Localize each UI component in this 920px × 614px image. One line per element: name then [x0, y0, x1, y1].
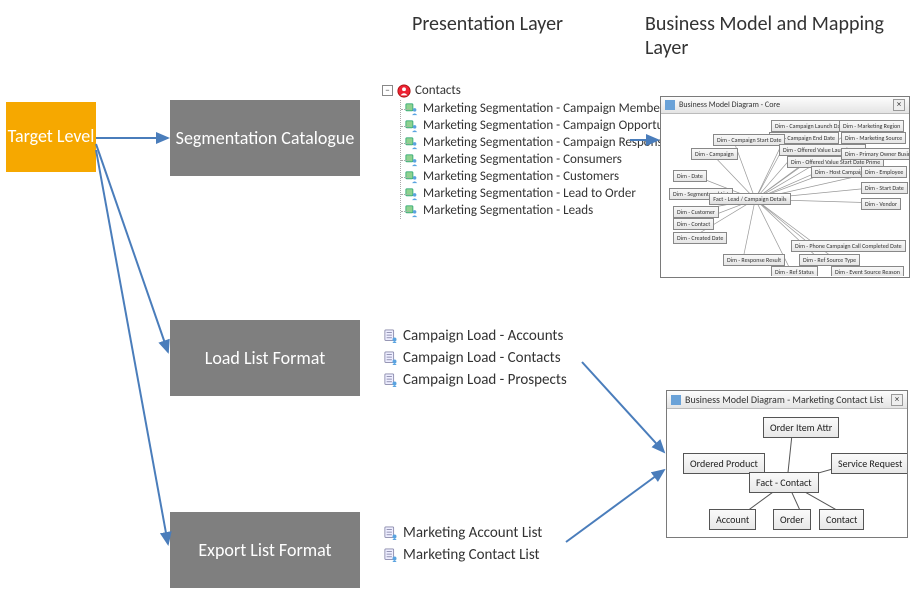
- load-list-items: Campaign Load - Accounts Campaign Load - …: [384, 325, 567, 391]
- presentation-layer-header: Presentation Layer: [412, 12, 563, 36]
- subject-area-icon: [405, 204, 419, 218]
- diagram-core-titlebar: Business Model Diagram - Core ×: [661, 97, 909, 114]
- list-item[interactable]: Marketing Account List: [384, 522, 542, 544]
- tree-item[interactable]: Marketing Segmentation - Lead to Order: [405, 185, 683, 202]
- diagram-contact-title: Business Model Diagram - Marketing Conta…: [685, 393, 891, 406]
- tree-root[interactable]: − Contacts: [382, 83, 683, 98]
- target-level-label: Target Level: [8, 126, 95, 148]
- list-item[interactable]: Marketing Contact List: [384, 544, 542, 566]
- diagram-node: Order Item Attr: [763, 417, 839, 438]
- diagram-node: Dim - Primary Owner Business Org: [841, 148, 909, 160]
- diagram-center-node: Fact - Lead / Campaign Details: [709, 193, 790, 205]
- export-list-format-label: Export List Format: [198, 539, 331, 562]
- tree-item[interactable]: Marketing Segmentation - Campaign Opport…: [405, 117, 683, 134]
- list-item-label: Campaign Load - Prospects: [403, 371, 567, 389]
- diagram-node: Order: [773, 509, 811, 530]
- diagram-contact-window: Business Model Diagram - Marketing Conta…: [666, 390, 908, 538]
- tree-item[interactable]: Marketing Segmentation - Leads: [405, 202, 683, 219]
- export-list-items: Marketing Account List Marketing Contact …: [384, 522, 542, 566]
- diagram-node: Dim - Start Date: [861, 182, 908, 194]
- segmentation-catalogue-label: Segmentation Catalogue: [176, 127, 355, 150]
- list-item[interactable]: Campaign Load - Accounts: [384, 325, 567, 347]
- diagram-node: Dim - Ref Status: [771, 266, 818, 276]
- subject-area-icon: [405, 136, 419, 150]
- target-level-box: Target Level: [6, 102, 96, 172]
- contacts-icon: [397, 84, 411, 98]
- list-item-icon: [384, 526, 398, 540]
- diagram-node: Dim - Date: [673, 170, 707, 182]
- diagram-node: Dim - Event Source Reason: [831, 266, 904, 276]
- segmentation-catalogue-box: Segmentation Catalogue: [170, 100, 360, 176]
- diagram-node: Dim - Employee: [861, 166, 907, 178]
- diagram-node: Dim - Contact: [673, 218, 714, 230]
- list-item-label: Campaign Load - Accounts: [403, 327, 563, 345]
- tree-item[interactable]: Marketing Segmentation - Consumers: [405, 151, 683, 168]
- diagram-node: Dim - Phone Campaign Call Completed Date: [791, 240, 906, 252]
- diagram-node: Dim - Campaign Start Date: [713, 134, 785, 146]
- list-item[interactable]: Campaign Load - Prospects: [384, 369, 567, 391]
- close-icon[interactable]: ×: [893, 99, 905, 111]
- tree-root-label: Contacts: [415, 83, 461, 98]
- diagram-node: Contact: [819, 509, 864, 530]
- tree-item-label: Marketing Segmentation - Campaign Member…: [423, 101, 669, 116]
- subject-area-icon: [405, 170, 419, 184]
- diagram-node: Dim - Marketing Source: [841, 132, 906, 144]
- list-item-label: Campaign Load - Contacts: [403, 349, 561, 367]
- load-list-format-label: Load List Format: [205, 347, 326, 370]
- tree-item[interactable]: Marketing Segmentation - Campaign Member…: [405, 100, 683, 117]
- diagram-node: Dim - Created Date: [673, 232, 727, 244]
- collapse-icon[interactable]: −: [382, 85, 393, 96]
- contacts-tree: − Contacts Marketing Segmentation - Camp…: [382, 83, 683, 219]
- tree-item-label: Marketing Segmentation - Campaign Opport…: [423, 118, 683, 133]
- tree-item-label: Marketing Segmentation - Lead to Order: [423, 186, 636, 201]
- export-list-format-box: Export List Format: [170, 512, 360, 588]
- tree-item-label: Marketing Segmentation - Leads: [423, 203, 593, 218]
- diagram-node: Dim - Customer: [673, 206, 719, 218]
- list-item[interactable]: Campaign Load - Contacts: [384, 347, 567, 369]
- list-item-icon: [384, 351, 398, 365]
- diagram-center-node: Fact - Contact: [749, 472, 819, 493]
- diagram-node: Dim - Ref Source Type: [799, 254, 860, 266]
- close-icon[interactable]: ×: [891, 394, 903, 406]
- list-item-label: Marketing Account List: [403, 524, 542, 542]
- diagram-contact-titlebar: Business Model Diagram - Marketing Conta…: [667, 391, 907, 409]
- diagram-core-body: Dim - Campaign Launch Date Dim - Campaign…: [661, 114, 909, 276]
- diagram-node: Dim - Response Result: [723, 254, 785, 266]
- list-item-icon: [384, 548, 398, 562]
- subject-area-icon: [405, 102, 419, 116]
- list-item-icon: [384, 329, 398, 343]
- tree-item[interactable]: Marketing Segmentation - Customers: [405, 168, 683, 185]
- load-list-format-box: Load List Format: [170, 320, 360, 396]
- list-item-label: Marketing Contact List: [403, 546, 540, 564]
- subject-area-icon: [405, 187, 419, 201]
- subject-area-icon: [405, 153, 419, 167]
- diagram-contact-body: Order Item AttrOrdered ProductService Re…: [667, 409, 907, 537]
- window-icon: [671, 395, 681, 405]
- diagram-node: Dim - Vendor: [861, 198, 901, 210]
- diagram-core-title: Business Model Diagram - Core: [679, 100, 893, 110]
- diagram-node: Dim - Campaign Launch Date: [771, 120, 849, 132]
- subject-area-icon: [405, 119, 419, 133]
- tree-item-label: Marketing Segmentation - Consumers: [423, 152, 622, 167]
- tree-item[interactable]: Marketing Segmentation - Campaign Respon…: [405, 134, 683, 151]
- diagram-node: Service Request: [831, 453, 907, 474]
- diagram-core-window: Business Model Diagram - Core × Dim - Ca…: [660, 96, 910, 278]
- list-item-icon: [384, 373, 398, 387]
- tree-item-label: Marketing Segmentation - Customers: [423, 169, 619, 184]
- diagram-node: Account: [709, 509, 756, 530]
- business-layer-header: Business Model and Mapping Layer: [645, 12, 905, 60]
- diagram-node: Dim - Campaign: [691, 148, 738, 160]
- diagram-node: Dim - Marketing Region: [839, 120, 904, 132]
- tree-item-label: Marketing Segmentation - Campaign Respon…: [423, 135, 669, 150]
- window-icon: [665, 100, 675, 110]
